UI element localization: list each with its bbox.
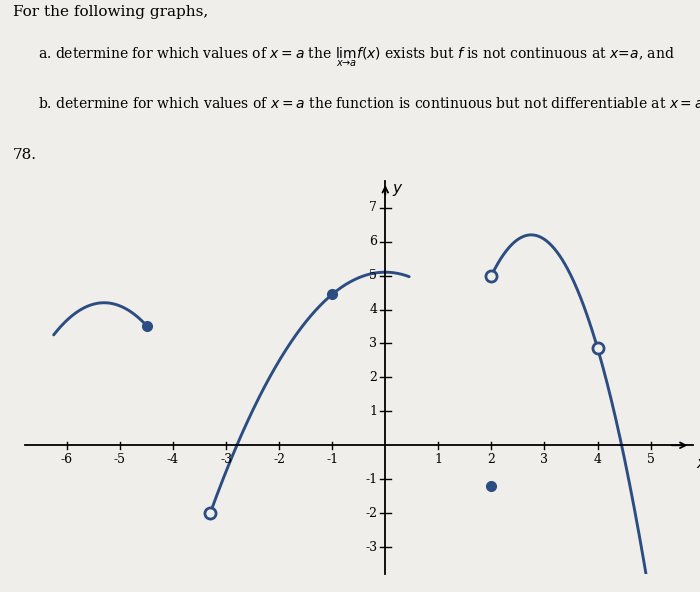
Text: -2: -2 bbox=[365, 507, 377, 520]
Text: $x$: $x$ bbox=[696, 457, 700, 471]
Text: 6: 6 bbox=[370, 235, 377, 248]
Text: 4: 4 bbox=[594, 453, 601, 466]
Text: a. determine for which values of $x = a$ the $\lim_{x \to a} f(x)$ exists but $f: a. determine for which values of $x = a$… bbox=[38, 46, 675, 69]
Text: 1: 1 bbox=[434, 453, 442, 466]
Text: b. determine for which values of $x = a$ the function is continuous but not diff: b. determine for which values of $x = a$… bbox=[38, 96, 700, 111]
Text: -6: -6 bbox=[61, 453, 73, 466]
Text: -3: -3 bbox=[220, 453, 232, 466]
Text: 3: 3 bbox=[370, 337, 377, 350]
Text: 2: 2 bbox=[370, 371, 377, 384]
Text: $y$: $y$ bbox=[391, 182, 403, 198]
Text: -5: -5 bbox=[114, 453, 126, 466]
Text: -2: -2 bbox=[273, 453, 285, 466]
Text: -1: -1 bbox=[365, 473, 377, 485]
Text: 2: 2 bbox=[487, 453, 496, 466]
Text: -3: -3 bbox=[365, 540, 377, 554]
Text: 5: 5 bbox=[370, 269, 377, 282]
Text: 4: 4 bbox=[370, 303, 377, 316]
Text: 1: 1 bbox=[370, 405, 377, 418]
Text: 7: 7 bbox=[370, 201, 377, 214]
Text: -1: -1 bbox=[326, 453, 338, 466]
Text: For the following graphs,: For the following graphs, bbox=[13, 5, 208, 19]
Text: 78.: 78. bbox=[13, 149, 36, 162]
Text: 3: 3 bbox=[540, 453, 548, 466]
Text: -4: -4 bbox=[167, 453, 179, 466]
Text: 5: 5 bbox=[647, 453, 655, 466]
